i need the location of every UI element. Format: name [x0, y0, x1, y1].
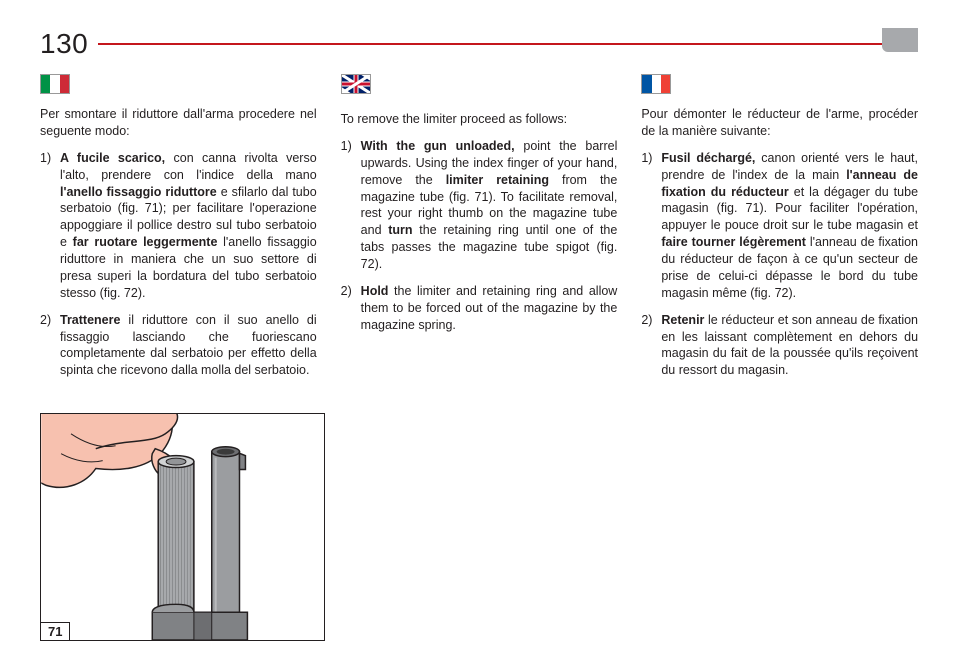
- instruction-list: With the gun unloaded, point the barrel …: [341, 138, 618, 334]
- list-item: A fucile scarico, con canna rivolta vers…: [40, 150, 317, 302]
- column-english: To remove the limiter proceed as follows…: [341, 74, 618, 389]
- manual-page: 130 Per smontare il riduttore dall'arma …: [0, 0, 954, 407]
- header: 130: [40, 28, 918, 60]
- list-item: Trattenere il riduttore con il suo anell…: [40, 312, 317, 380]
- page-number: 130: [40, 28, 88, 60]
- list-item: Fusil déchargé, canon orienté vers le ha…: [641, 150, 918, 302]
- instruction-list: A fucile scarico, con canna rivolta vers…: [40, 150, 317, 379]
- limiter-removal-illustration: [41, 414, 324, 640]
- intro-text: Pour démonter le réducteur de l'arme, pr…: [641, 106, 918, 140]
- list-item: Hold the limiter and retaining ring and …: [341, 283, 618, 334]
- figure-label: 71: [40, 622, 70, 641]
- flag-france-icon: [641, 74, 671, 94]
- intro-text: To remove the limiter proceed as follows…: [341, 111, 618, 128]
- text-columns: Per smontare il riduttore dall'arma proc…: [40, 74, 918, 389]
- column-french: Pour démonter le réducteur de l'arme, pr…: [641, 74, 918, 389]
- figure-71: 71: [40, 413, 325, 641]
- list-item: Retenir le réducteur et son anneau de fi…: [641, 312, 918, 380]
- list-item: With the gun unloaded, point the barrel …: [341, 138, 618, 273]
- flag-uk-icon: [341, 74, 371, 94]
- barrel: [212, 447, 246, 640]
- corner-tab: [882, 28, 918, 52]
- instruction-list: Fusil déchargé, canon orienté vers le ha…: [641, 150, 918, 379]
- column-italian: Per smontare il riduttore dall'arma proc…: [40, 74, 317, 389]
- intro-text: Per smontare il riduttore dall'arma proc…: [40, 106, 317, 140]
- flag-italy-icon: [40, 74, 70, 94]
- header-rule: [98, 43, 918, 45]
